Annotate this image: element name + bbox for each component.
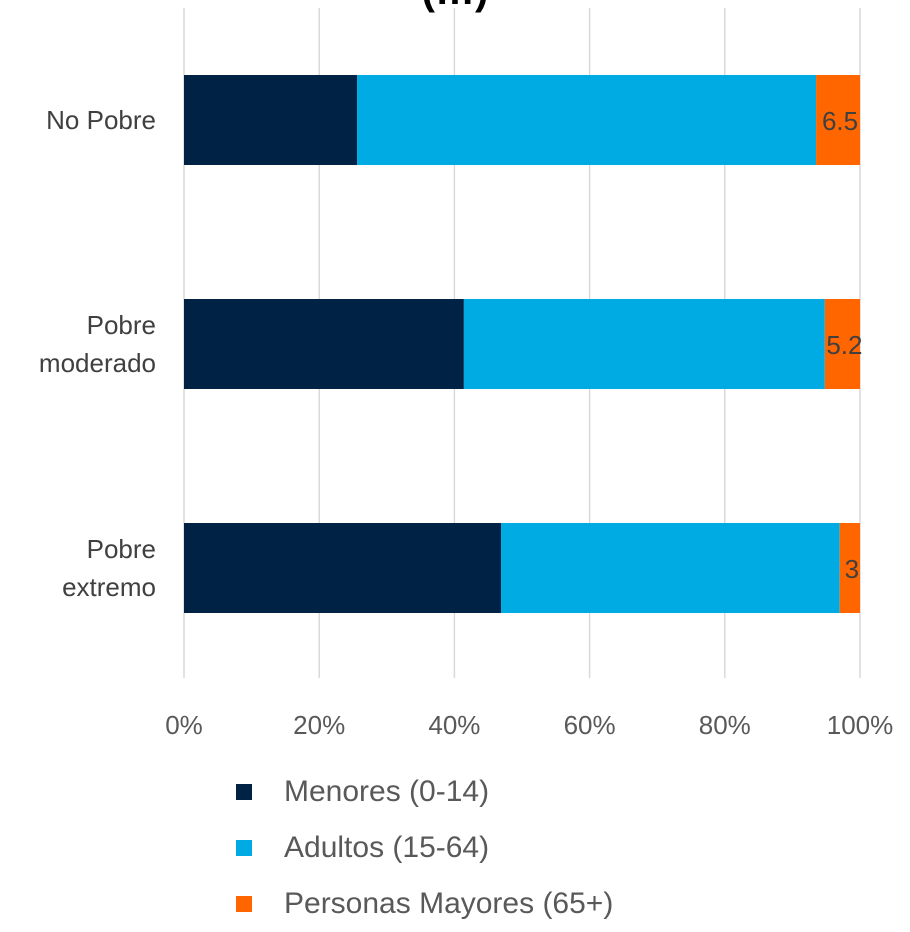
legend-swatch [236, 840, 252, 856]
data-labels: 6.5 5.2 3 [822, 106, 863, 584]
bar-menores-0-14 [184, 299, 464, 389]
data-label: 5.2 [826, 330, 862, 360]
bar-personas-mayores-65 [839, 523, 860, 613]
x-tick-label: 20% [293, 710, 345, 740]
legend-label: Menores (0-14) [284, 775, 490, 808]
category-label: Pobre extremo [62, 534, 156, 602]
category-label: Pobre moderado [39, 310, 156, 378]
bar-personas-mayores-65 [816, 75, 860, 165]
x-axis-ticks: 0% 20% 40% 60% 80% 100% [165, 710, 893, 740]
data-label: 3 [845, 554, 859, 584]
legend-label: Adultos (15-64) [284, 831, 490, 864]
legend-item-adultos-15-64: Adultos (15-64) [236, 820, 613, 876]
x-tick-label: 40% [428, 710, 480, 740]
bar-menores-0-14 [184, 523, 502, 613]
category-labels: No Pobre Pobre moderado Pobre extremo [39, 105, 156, 602]
bar-adultos-15-64 [463, 299, 825, 389]
legend: Menores (0-14) Adultos (15-64) Personas Ma… [236, 764, 613, 932]
bar-menores-0-14 [184, 75, 358, 165]
bar-adultos-15-64 [357, 75, 817, 165]
legend-swatch [236, 784, 252, 800]
x-tick-label: 60% [564, 710, 616, 740]
data-label: 6.5 [822, 106, 858, 136]
x-tick-label: 100% [827, 710, 894, 740]
x-tick-label: 80% [699, 710, 751, 740]
x-tick-label: 0% [165, 710, 203, 740]
legend-item-personas-mayores-65: Personas Mayores (65+) [236, 876, 613, 932]
category-label: No Pobre [46, 105, 156, 135]
bar-personas-mayores-65 [824, 299, 860, 389]
legend-label: Personas Mayores (65+) [284, 887, 614, 920]
chart-title: (…) [422, 0, 489, 13]
bar-adultos-15-64 [501, 523, 840, 613]
bars [184, 75, 860, 613]
legend-item-menores-0-14: Menores (0-14) [236, 764, 613, 820]
legend-swatch [236, 896, 252, 912]
